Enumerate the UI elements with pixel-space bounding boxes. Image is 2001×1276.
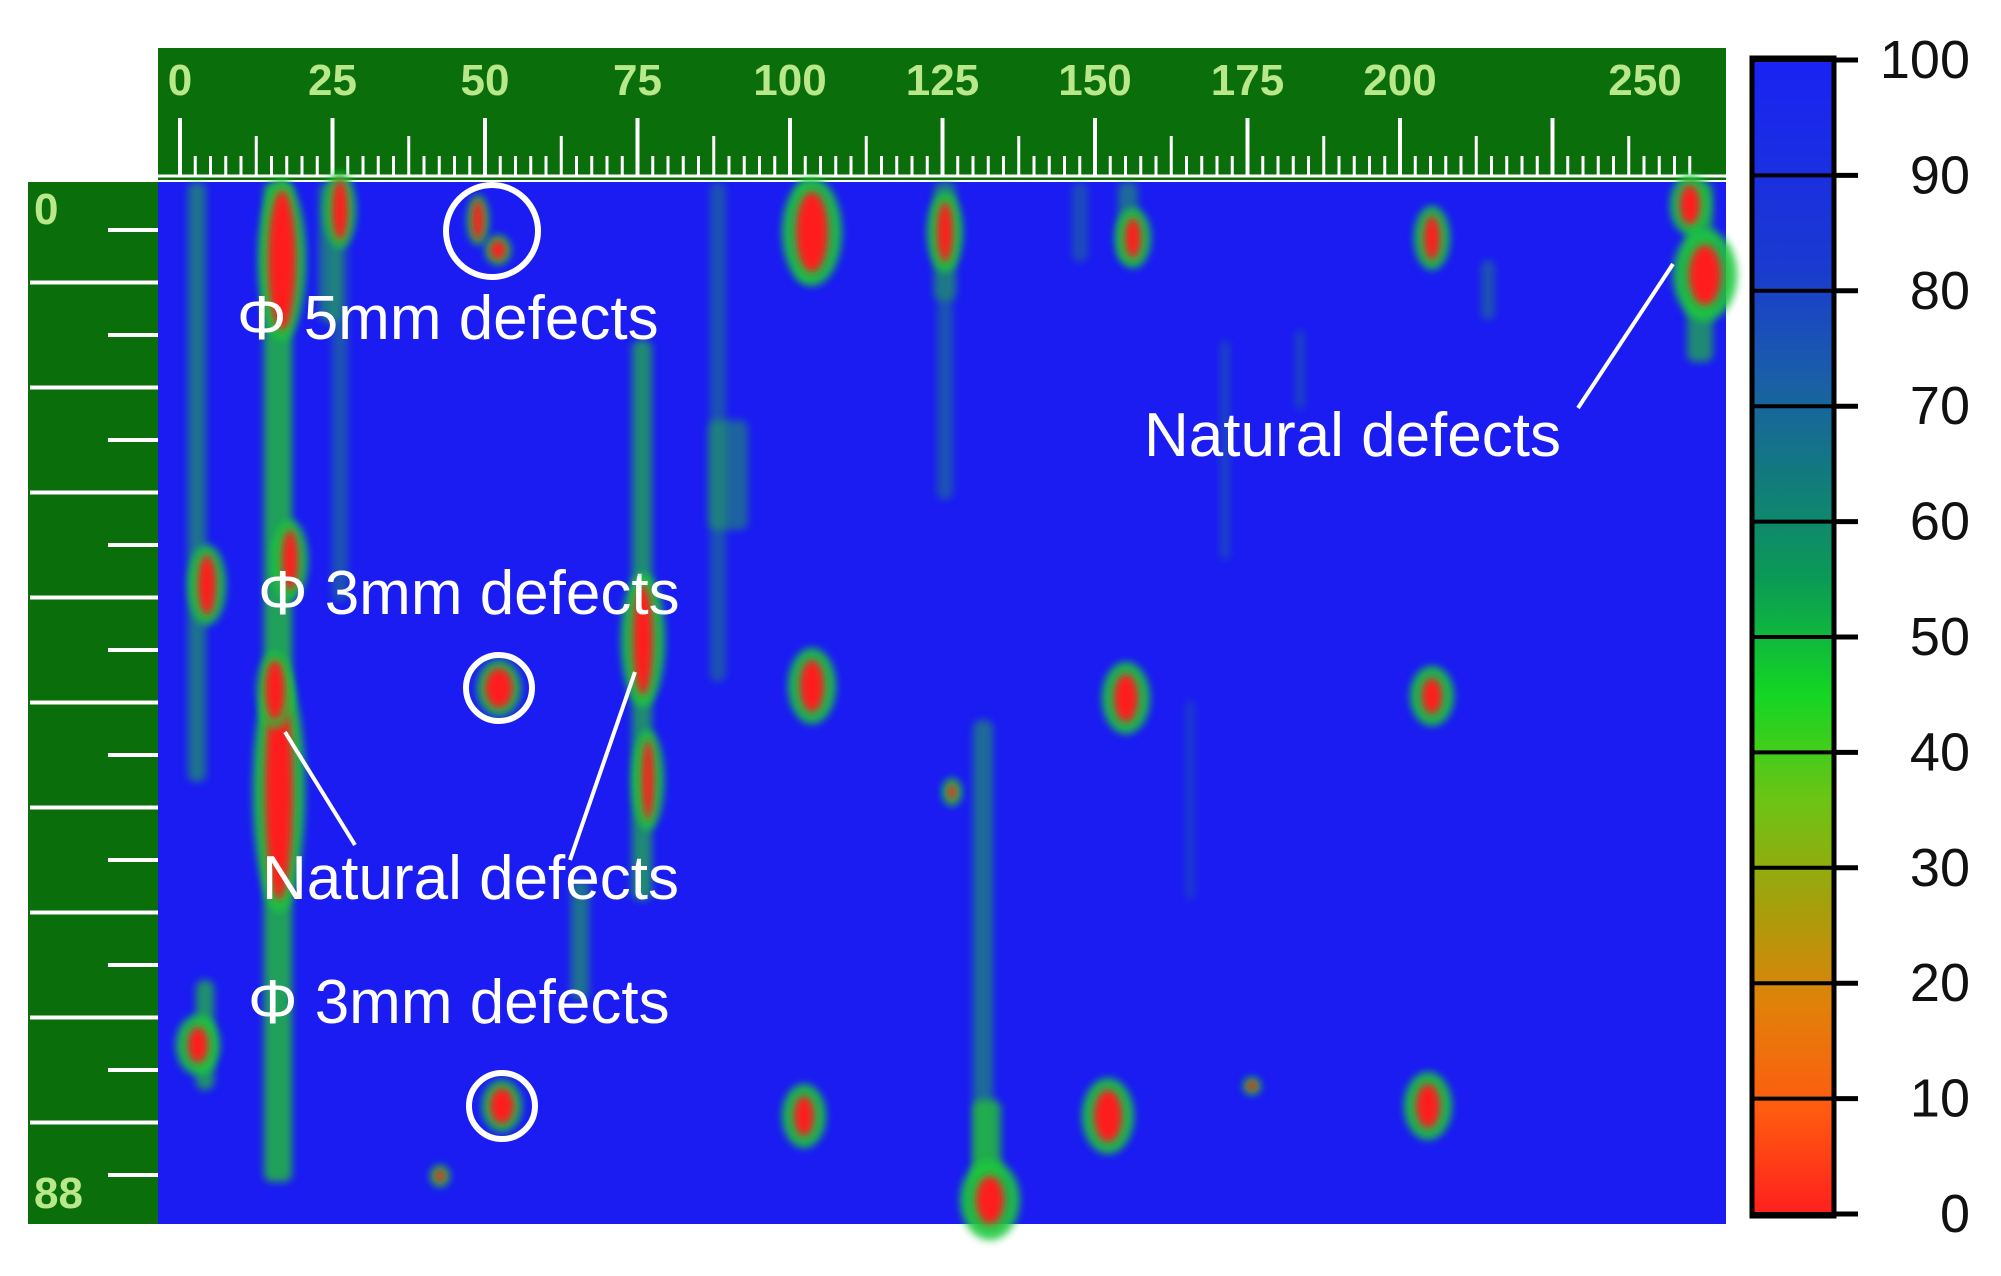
scan-noise-streak [1072, 182, 1088, 262]
c-scan-image [158, 172, 1737, 1240]
x-ruler-label: 175 [1211, 56, 1284, 105]
scan-noise-streak [571, 880, 589, 1000]
defect-spot [800, 660, 824, 712]
defect-spot [796, 192, 828, 272]
defect-spot [282, 530, 298, 590]
defect-spot [485, 668, 513, 708]
defect-spot [435, 1170, 445, 1182]
defect-spot [976, 1176, 1004, 1224]
leader-natural-left-a [283, 730, 357, 847]
scan-noise-streak [937, 300, 953, 500]
defect-spot [633, 585, 653, 695]
defect-marker-5mm [443, 182, 541, 280]
y-ruler-ticks [30, 228, 158, 1177]
x-ruler-label: 125 [906, 56, 979, 105]
scan-noise-streak [1481, 260, 1495, 320]
x-ruler-label: 100 [753, 56, 826, 105]
defect-spot [490, 240, 506, 260]
defect-spot [188, 1027, 208, 1063]
colorbar-label: 70 [1910, 376, 1970, 436]
defect-spot [265, 660, 285, 720]
x-ruler-label: 50 [461, 56, 510, 105]
colorbar-label: 10 [1910, 1069, 1970, 1129]
scan-noise-streak [708, 420, 748, 530]
scan-noise-streak [1220, 340, 1230, 560]
annotation-3mm-defects-bottom: Φ 3mm defects [248, 968, 670, 1037]
colorbar-label: 0 [1940, 1184, 1970, 1244]
x-ruler-ticks [158, 118, 1726, 178]
leader-natural-left-b [568, 671, 637, 861]
colorbar-label: 50 [1910, 607, 1970, 667]
colorbar-label: 80 [1910, 261, 1970, 321]
y-ruler-label: 88 [34, 1169, 83, 1218]
y-ruler: 0 88 [28, 182, 158, 1224]
x-ruler-labels: 0 25 50 75 100 125 150 175 200 250 [168, 56, 1682, 105]
defect-spot [332, 180, 348, 240]
scan-noise-streak [188, 182, 206, 782]
y-ruler-labels: 0 88 [34, 185, 83, 1218]
defect-spot [1416, 1084, 1440, 1128]
x-ruler-label: 75 [613, 56, 662, 105]
colorbar-ticks [1752, 57, 1858, 1217]
scan-noise-streak [1295, 330, 1305, 410]
defect-spot [1422, 678, 1442, 714]
defect-spot [472, 200, 484, 240]
colorbar-label: 100 [1880, 30, 1970, 90]
defect-spot [1689, 245, 1721, 305]
annotation-5mm-defects: Φ 5mm defects [237, 284, 659, 353]
defect-spot [1125, 218, 1141, 258]
defect-marker-3mm-middle [463, 652, 535, 724]
defect-spot [1114, 674, 1138, 722]
annotations: Φ 5mm defects Φ 3mm defects Φ 3mm defect… [237, 284, 1561, 1037]
defect-spot [1247, 1081, 1257, 1091]
defect-spot [1424, 216, 1440, 260]
colorbar-label: 30 [1910, 838, 1970, 898]
colorbar-label: 90 [1910, 145, 1970, 205]
defect-spot [198, 555, 216, 615]
scan-noise-streak [332, 182, 348, 602]
x-ruler-label: 0 [168, 56, 192, 105]
defect-spot [948, 784, 956, 800]
annotation-leaders [283, 262, 1675, 861]
y-ruler-label: 0 [34, 185, 58, 234]
annotation-natural-defects-left: Natural defects [262, 844, 679, 913]
x-ruler-label: 25 [308, 56, 357, 105]
x-ruler-label: 150 [1058, 56, 1131, 105]
defect-spot [937, 202, 953, 262]
annotation-natural-defects-right: Natural defects [1144, 401, 1561, 470]
defect-spot [268, 190, 296, 330]
defect-spot [642, 740, 654, 820]
x-ruler-label: 200 [1363, 56, 1436, 105]
scan-noise-streak [1185, 700, 1195, 900]
defect-marker-3mm-bottom [466, 1070, 538, 1142]
leader-natural-right [1576, 262, 1675, 410]
scan-noise-streak [973, 720, 993, 1220]
annotation-3mm-defects-middle: Φ 3mm defects [258, 559, 680, 628]
defect-spot [794, 1096, 814, 1136]
colorbar-label: 40 [1910, 722, 1970, 782]
scan-defect-spots [176, 172, 1737, 1240]
defect-spot [490, 1088, 514, 1124]
colorbar-label: 20 [1910, 953, 1970, 1013]
colorbar-label: 60 [1910, 492, 1970, 552]
x-ruler: 0 25 50 75 100 125 150 175 200 250 [158, 48, 1726, 180]
defect-markers [443, 182, 541, 1142]
x-ruler-label: 250 [1608, 56, 1681, 105]
defect-spot [1094, 1090, 1122, 1142]
defect-spot [1680, 185, 1700, 225]
